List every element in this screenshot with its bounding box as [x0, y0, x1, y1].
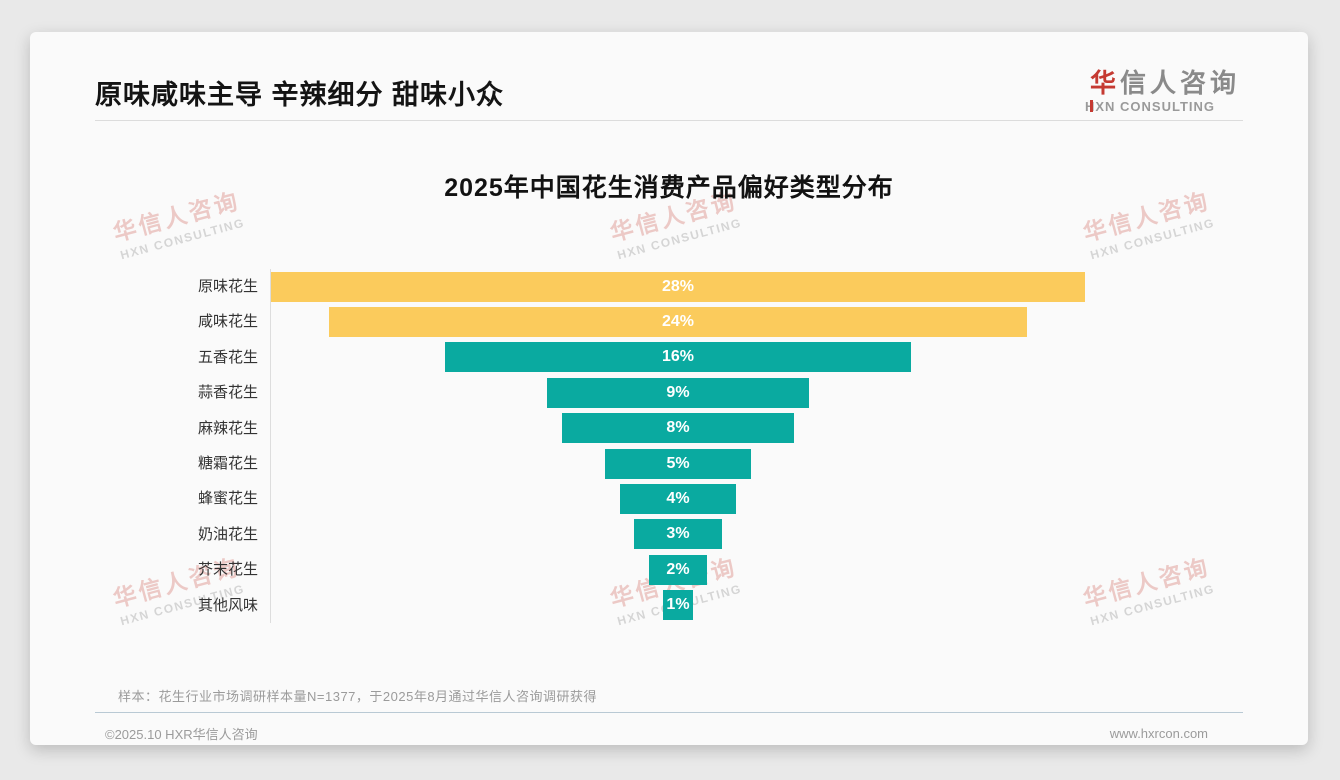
bar-value-label: 5% [666, 454, 690, 472]
website-url: www.hxrcon.com [1109, 725, 1208, 741]
copyright-text: ©2025.10 HXR华信人咨询 [105, 726, 258, 742]
row-plot: 24% [270, 304, 1240, 339]
bar: 3% [634, 519, 722, 550]
bar-value-label: 2% [666, 560, 690, 578]
row-plot: 28% [270, 269, 1240, 304]
bar: 16% [445, 342, 911, 373]
bar-value-label: 1% [666, 596, 690, 614]
bar-value-label: 24% [661, 313, 694, 331]
bar: 9% [547, 377, 809, 408]
bar: 5% [605, 448, 751, 479]
category-label: 蒜香花生 [197, 384, 258, 402]
row-plot: 4% [270, 481, 1240, 516]
bar: 8% [561, 413, 795, 444]
category-label: 咸味花生 [197, 313, 258, 331]
category-label: 原味花生 [197, 278, 258, 295]
category-label: 糖霜花生 [197, 454, 258, 472]
chart-row: 麻辣花生 8% [30, 411, 1240, 446]
chart-row: 奶油花生 3% [30, 517, 1240, 552]
row-plot: 1% [270, 588, 1240, 623]
chart-title: 2025年中国花生消费产品偏好类型分布 [444, 174, 894, 202]
chart-row: 糖霜花生 5% [30, 446, 1240, 481]
footer-divider [95, 712, 1243, 713]
bar-value-label: 16% [661, 348, 694, 366]
row-plot: 9% [270, 375, 1240, 410]
slide-footer: ©2025.10 HXR华信人咨询 www.hxrcon.com [105, 720, 1208, 745]
chart-row: 咸味花生 24% [30, 304, 1240, 339]
header-divider [95, 120, 1243, 121]
bar: 4% [619, 484, 737, 515]
logo-english-text: HXN CONSULTING [1085, 99, 1240, 114]
logo-cn-accent: 华 [1089, 68, 1120, 98]
chart-row: 原味花生 28% [30, 269, 1240, 304]
bar-value-label: 8% [666, 419, 690, 437]
bar: 24% [328, 307, 1028, 338]
row-plot: 5% [270, 446, 1240, 481]
y-axis-line [270, 269, 271, 623]
slide-title: 原味咸味主导 辛辣细分 甜味小众 [95, 80, 505, 110]
row-plot: 3% [270, 517, 1240, 552]
bar-value-label: 9% [666, 383, 690, 401]
slide-card: 华信人咨询 HXN CONSULTING 华信人咨询 HXN CONSULTING 华信… [30, 32, 1308, 745]
logo-cn-rest: 信人咨询 [1119, 68, 1240, 98]
row-plot: 16% [270, 340, 1240, 375]
watermark-en-text: HXN CONSULTING [615, 215, 744, 263]
sample-note: 样本：花生行业市场调研样本量N=1377，于2025年8月通过华信人咨询调研获得 [118, 689, 598, 704]
chart-row: 其他风味 1% [30, 588, 1240, 623]
slide-header: 原味咸味主导 辛辣细分 甜味小众 华信人咨询 HXN CONSULTING [95, 70, 1243, 120]
category-label: 五香花生 [197, 348, 258, 366]
row-plot: 2% [270, 552, 1240, 587]
bar-value-label: 28% [661, 277, 694, 295]
watermark-en-text: HXN CONSULTING [118, 215, 247, 263]
logo-h-red-accent [1089, 100, 1093, 112]
chart-row: 蒜香花生 9% [30, 375, 1240, 410]
bar: 28% [270, 271, 1086, 302]
watermark-en-text: HXN CONSULTING [1088, 215, 1217, 263]
category-label: 蜂蜜花生 [197, 490, 258, 508]
logo-en-rest: XN CONSULTING [1095, 99, 1216, 114]
category-label: 芥末花生 [197, 561, 258, 579]
funnel-chart: 原味花生 28% 咸味花生 24% 五香花生 16% 蒜香花生 9% 麻辣花生 8% 糖霜花生 5% 蜂… [30, 269, 1240, 623]
category-label: 其他风味 [197, 596, 258, 614]
category-label: 奶油花生 [197, 525, 258, 543]
bar-value-label: 4% [666, 490, 690, 508]
row-plot: 8% [270, 411, 1240, 446]
logo-chinese-text: 华信人咨询 [1090, 70, 1240, 96]
chart-row: 五香花生 16% [30, 340, 1240, 375]
category-label: 麻辣花生 [197, 419, 258, 437]
company-logo: 华信人咨询 HXN CONSULTING [1085, 70, 1240, 114]
chart-rows: 原味花生 28% 咸味花生 24% 五香花生 16% 蒜香花生 9% 麻辣花生 8% 糖霜花生 5% 蜂… [30, 269, 1240, 623]
bar: 1% [663, 590, 693, 621]
bar-value-label: 3% [666, 525, 690, 543]
bar: 2% [648, 554, 708, 585]
chart-row: 蜂蜜花生 4% [30, 481, 1240, 516]
chart-row: 芥末花生 2% [30, 552, 1240, 587]
logo-en-first: H [1085, 99, 1095, 114]
